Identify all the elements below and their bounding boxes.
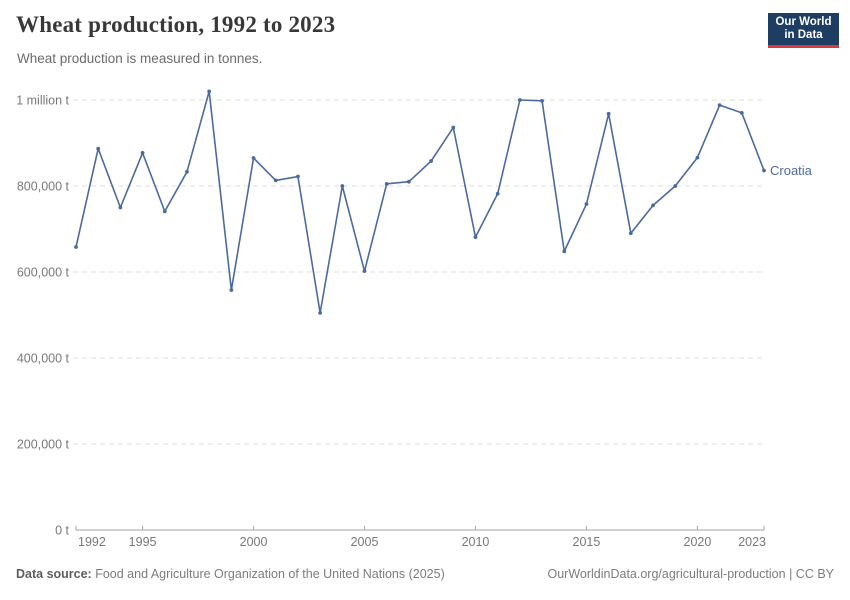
data-point [739, 111, 744, 115]
data-point [273, 178, 278, 183]
x-tick-label: 2000 [240, 535, 268, 549]
x-tick-label: 2020 [684, 535, 712, 549]
data-point [673, 184, 678, 188]
data-point [606, 111, 611, 116]
data-point [517, 98, 522, 102]
data-point [717, 103, 722, 108]
data-point [251, 156, 256, 160]
x-tick-label: 2023 [738, 535, 766, 549]
data-point [207, 89, 212, 94]
data-point [628, 231, 633, 236]
data-point [318, 310, 323, 315]
license-label: CC BY [795, 567, 834, 581]
data-point [762, 168, 766, 173]
data-source: Data source: Food and Agriculture Organi… [16, 567, 445, 581]
y-tick-label: 800,000 t [17, 180, 70, 194]
data-point [118, 205, 123, 210]
data-point [296, 174, 300, 179]
data-point [162, 209, 167, 214]
footer-separator: | [789, 567, 793, 581]
x-tick-label: 2015 [573, 535, 601, 549]
data-point [140, 150, 145, 155]
data-point [473, 235, 478, 240]
chart-subtitle: Wheat production is measured in tonnes. [17, 51, 263, 66]
data-point [407, 179, 411, 184]
data-point [651, 203, 655, 208]
y-tick-label: 0 t [55, 524, 69, 538]
data-source-text: Food and Agriculture Organization of the… [95, 567, 445, 581]
footer-credits: OurWorldinData.org/agricultural-producti… [548, 567, 835, 581]
owid-logo: Our World in Data [768, 13, 839, 48]
data-point [695, 155, 700, 160]
x-tick-label: 2010 [462, 535, 490, 549]
data-point [540, 98, 544, 103]
x-tick-label: 1995 [129, 535, 157, 549]
y-tick-label: 200,000 t [17, 438, 70, 452]
series-label: Croatia [770, 163, 813, 178]
y-tick-label: 1 million t [16, 94, 69, 108]
owid-logo-line1: Our World [775, 16, 832, 28]
page-title: Wheat production, 1992 to 2023 [16, 12, 336, 37]
data-point [495, 191, 500, 196]
owid-logo-line2: in Data [784, 29, 823, 41]
data-source-label: Data source: [16, 567, 92, 581]
x-tick-label: 1992 [78, 535, 106, 549]
x-tick-label: 2005 [351, 535, 379, 549]
data-point [562, 249, 567, 254]
data-point [384, 181, 389, 186]
data-point [74, 245, 78, 249]
data-point [96, 146, 101, 151]
data-point [451, 125, 456, 130]
data-line-croatia [75, 90, 765, 314]
data-point [362, 269, 367, 274]
data-point [340, 184, 345, 188]
data-point [185, 169, 189, 174]
data-point [229, 288, 234, 292]
owid-url-link[interactable]: OurWorldinData.org/agricultural-producti… [547, 567, 786, 581]
data-point [429, 159, 433, 163]
y-tick-label: 600,000 t [17, 266, 70, 280]
y-tick-label: 400,000 t [17, 352, 70, 366]
data-point [584, 202, 589, 206]
